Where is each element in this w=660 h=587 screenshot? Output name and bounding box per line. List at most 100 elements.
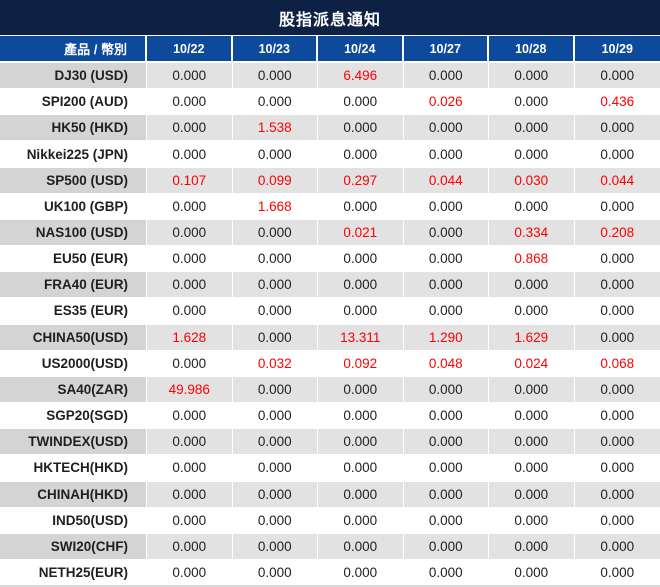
- dividend-value: 0.000: [489, 272, 575, 298]
- dividend-value: 0.000: [232, 455, 318, 481]
- table-row: EU50 (EUR) 0.000 0.000 0.000 0.000 0.868 0.000: [0, 246, 660, 273]
- dividend-value: 0.000: [574, 246, 660, 272]
- dividend-value: 0.000: [147, 193, 233, 219]
- product-label: IND50(USD): [0, 507, 147, 533]
- dividend-value: 0.000: [403, 115, 489, 141]
- table-row: SA40(ZAR) 49.986 0.000 0.000 0.000 0.000 0.000: [0, 376, 660, 404]
- dividend-value: 0.000: [489, 298, 575, 324]
- dividend-value: 0.208: [574, 219, 660, 246]
- dividend-value: 0.026: [403, 89, 489, 115]
- dividend-value: 0.032: [232, 350, 318, 376]
- dividend-value: 0.000: [403, 507, 489, 533]
- dividend-value: 0.000: [489, 507, 575, 533]
- dividend-value: 0.868: [489, 246, 575, 272]
- dividend-value: 0.000: [574, 324, 660, 350]
- product-label: NAS100 (USD): [0, 219, 147, 246]
- dividend-value: 0.000: [232, 219, 318, 246]
- dividend-value: 0.000: [403, 193, 489, 219]
- dividend-value: 0.000: [318, 403, 404, 429]
- dividend-value: 0.000: [574, 193, 660, 219]
- dividend-value: 0.048: [403, 350, 489, 376]
- product-label: SA40(ZAR): [0, 376, 147, 403]
- product-label: NETH25(EUR): [0, 559, 147, 586]
- table-row: DJ30 (USD) 0.000 0.000 6.496 0.000 0.000 0.000: [0, 63, 660, 90]
- dividend-value: 0.000: [147, 350, 233, 376]
- column-header-date: 10/27: [404, 36, 489, 61]
- table-row: CHINA50(USD) 1.628 0.000 13.311 1.290 1.629 0.…: [0, 324, 660, 351]
- dividend-value: 0.297: [318, 167, 404, 193]
- table-row: TWINDEX(USD) 0.000 0.000 0.000 0.000 0.000 0.0…: [0, 429, 660, 456]
- table-row: SP500 (USD) 0.107 0.099 0.297 0.044 0.030 0.04…: [0, 167, 660, 194]
- product-label: US2000(USD): [0, 350, 147, 376]
- dividend-value: 0.000: [318, 507, 404, 533]
- dividend-value: 0.000: [232, 324, 318, 350]
- dividend-value: 0.000: [318, 533, 404, 559]
- product-label: DJ30 (USD): [0, 63, 147, 89]
- dividend-value: 0.000: [147, 533, 233, 559]
- dividend-value: 0.044: [574, 167, 660, 193]
- dividend-value: 0.000: [574, 455, 660, 481]
- table-row: IND50(USD) 0.000 0.000 0.000 0.000 0.000 0.000: [0, 507, 660, 534]
- dividend-value: 0.000: [147, 298, 233, 324]
- dividend-value: 0.000: [318, 481, 404, 507]
- table-row: HK50 (HKD) 0.000 1.538 0.000 0.000 0.000 0.000: [0, 115, 660, 142]
- dividend-value: 0.000: [489, 455, 575, 481]
- dividend-value: 0.000: [574, 403, 660, 429]
- product-label: FRA40 (EUR): [0, 272, 147, 298]
- dividend-value: 0.000: [232, 429, 318, 455]
- dividend-value: 0.436: [574, 89, 660, 115]
- table-row: SPI200 (AUD) 0.000 0.000 0.000 0.026 0.000 0.4…: [0, 89, 660, 116]
- dividend-value: 0.000: [318, 298, 404, 324]
- dividend-value: 0.334: [489, 219, 575, 246]
- dividend-value: 0.000: [147, 429, 233, 455]
- table-row: UK100 (GBP) 0.000 1.668 0.000 0.000 0.000 0.00…: [0, 193, 660, 220]
- column-header-date: 10/22: [147, 36, 233, 61]
- dividend-value: 0.092: [318, 350, 404, 376]
- dividend-value: 13.311: [318, 324, 404, 350]
- dividend-value: 0.000: [489, 533, 575, 559]
- dividend-value: 0.000: [232, 481, 318, 507]
- product-label: SP500 (USD): [0, 167, 147, 193]
- table-row: Nikkei225 (JPN) 0.000 0.000 0.000 0.000 0.000…: [0, 141, 660, 168]
- dividend-value: 0.000: [318, 559, 404, 586]
- dividend-value: 0.000: [574, 429, 660, 455]
- dividend-value: 0.000: [318, 141, 404, 167]
- dividend-value: 0.000: [489, 481, 575, 507]
- dividend-value: 0.000: [232, 89, 318, 115]
- dividend-value: 0.000: [403, 272, 489, 298]
- dividend-value: 0.000: [574, 141, 660, 167]
- dividend-value: 0.000: [403, 298, 489, 324]
- dividend-value: 0.000: [232, 403, 318, 429]
- dividend-value: 0.000: [232, 298, 318, 324]
- dividend-value: 1.538: [232, 115, 318, 141]
- dividend-value: 0.000: [147, 89, 233, 115]
- dividend-value: 1.668: [232, 193, 318, 219]
- dividend-value: 0.000: [318, 89, 404, 115]
- table-row: SWI20(CHF) 0.000 0.000 0.000 0.000 0.000 0.000: [0, 533, 660, 560]
- table-row: FRA40 (EUR) 0.000 0.000 0.000 0.000 0.000 0.00…: [0, 272, 660, 299]
- product-label: UK100 (GBP): [0, 193, 147, 219]
- dividend-value: 0.030: [489, 167, 575, 193]
- product-label: Nikkei225 (JPN): [0, 141, 147, 167]
- dividend-value: 0.000: [489, 559, 575, 586]
- dividend-value: 0.000: [403, 63, 489, 89]
- column-header-date: 10/23: [233, 36, 318, 61]
- dividend-value: 1.290: [403, 324, 489, 350]
- column-header-date: 10/29: [601, 41, 633, 56]
- dividend-value: 0.000: [147, 219, 233, 246]
- dividend-value: 0.000: [489, 193, 575, 219]
- dividend-value: 0.000: [147, 272, 233, 298]
- dividend-value: 0.000: [489, 89, 575, 115]
- dividend-value: 0.000: [403, 533, 489, 559]
- dividend-value: 0.000: [574, 272, 660, 298]
- dividend-value: 0.000: [318, 272, 404, 298]
- dividend-value: 0.000: [147, 403, 233, 429]
- dividend-value: 0.000: [574, 533, 660, 559]
- table-header: 產品 / 幣別 10/22 10/23 10/24 10/27 10/28 10/29: [0, 36, 660, 63]
- dividend-value: 0.000: [403, 219, 489, 246]
- dividend-value: 0.000: [147, 246, 233, 272]
- dividend-value: 0.021: [318, 219, 404, 246]
- dividend-value: 0.000: [403, 246, 489, 272]
- dividend-value: 0.000: [318, 246, 404, 272]
